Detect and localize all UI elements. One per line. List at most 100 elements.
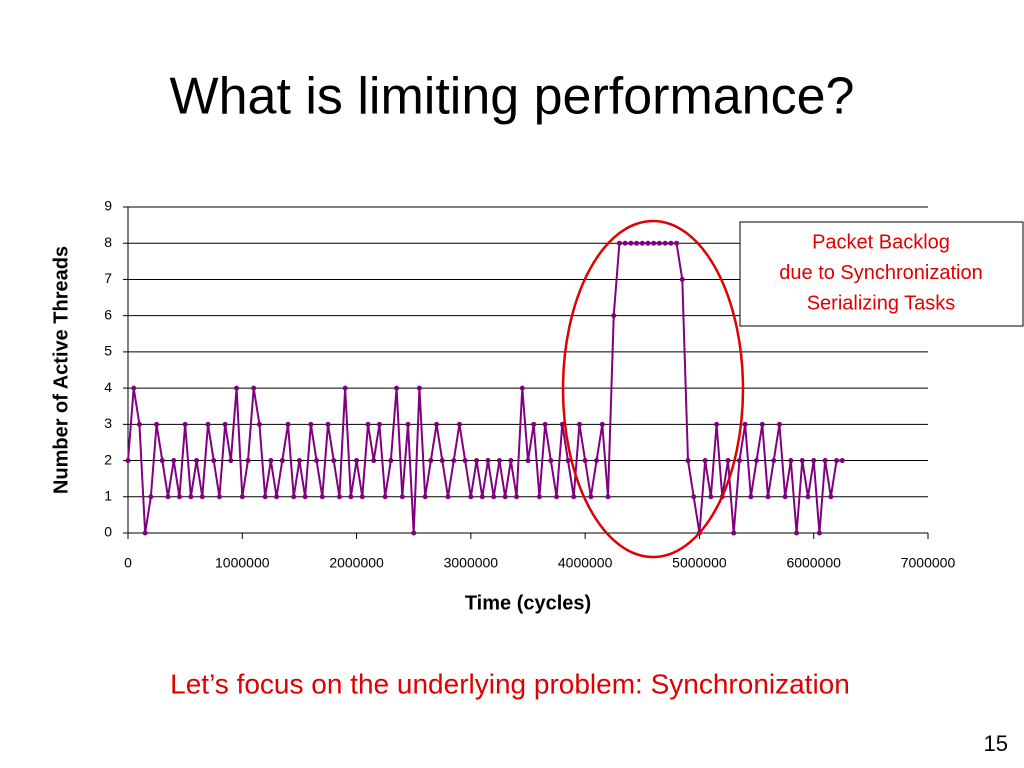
- data-point: [634, 240, 640, 246]
- data-point: [451, 458, 457, 464]
- data-point: [211, 458, 217, 464]
- data-point: [359, 494, 365, 500]
- data-point: [565, 458, 571, 464]
- data-point: [405, 421, 411, 427]
- data-point: [559, 421, 565, 427]
- data-point: [502, 494, 508, 500]
- highlight-ellipse: [561, 219, 745, 559]
- data-point: [828, 494, 834, 500]
- y-tick-label: 6: [104, 306, 112, 322]
- data-point: [714, 421, 720, 427]
- data-point: [399, 494, 405, 500]
- data-point: [691, 494, 697, 500]
- data-point: [388, 458, 394, 464]
- data-point: [582, 458, 588, 464]
- data-point: [685, 458, 691, 464]
- data-point: [411, 530, 417, 536]
- data-point: [834, 458, 840, 464]
- x-tick-label: 6000000: [786, 555, 841, 571]
- x-axis-label: Time (cycles): [465, 592, 591, 614]
- data-point: [182, 421, 188, 427]
- data-point: [742, 421, 748, 427]
- data-point: [622, 240, 628, 246]
- data-point: [611, 313, 617, 319]
- data-point: [725, 458, 731, 464]
- data-point: [496, 458, 502, 464]
- data-point: [371, 458, 377, 464]
- x-tick-label: 0: [124, 555, 132, 571]
- data-point: [799, 458, 805, 464]
- y-tick-label: 4: [104, 379, 112, 395]
- data-point: [456, 421, 462, 427]
- data-point: [302, 494, 308, 500]
- data-point: [136, 421, 142, 427]
- data-point: [748, 494, 754, 500]
- data-point: [439, 458, 445, 464]
- data-point: [285, 421, 291, 427]
- data-point: [245, 458, 251, 464]
- x-tick-label: 2000000: [329, 555, 384, 571]
- data-point: [531, 421, 537, 427]
- data-point: [125, 458, 131, 464]
- data-point: [154, 421, 160, 427]
- data-point: [159, 458, 165, 464]
- data-point: [188, 494, 194, 500]
- data-point: [308, 421, 314, 427]
- data-point: [394, 385, 400, 391]
- data-point: [605, 494, 611, 500]
- data-point: [376, 421, 382, 427]
- y-tick-label: 3: [104, 415, 112, 431]
- data-point: [679, 276, 685, 282]
- data-point: [702, 458, 708, 464]
- data-point: [262, 494, 268, 500]
- data-point: [325, 421, 331, 427]
- data-point: [708, 494, 714, 500]
- data-point: [674, 240, 680, 246]
- data-point: [354, 458, 360, 464]
- data-point: [588, 494, 594, 500]
- data-point: [216, 494, 222, 500]
- data-point: [474, 458, 480, 464]
- data-point: [422, 494, 428, 500]
- data-point: [342, 385, 348, 391]
- data-point: [514, 494, 520, 500]
- data-point: [348, 494, 354, 500]
- data-point: [256, 421, 262, 427]
- data-point: [176, 494, 182, 500]
- data-point: [736, 458, 742, 464]
- data-point: [599, 421, 605, 427]
- y-tick-label: 1: [104, 487, 112, 503]
- data-point: [268, 458, 274, 464]
- data-point: [788, 458, 794, 464]
- data-point: [491, 494, 497, 500]
- data-point: [508, 458, 514, 464]
- data-point: [274, 494, 280, 500]
- y-tick-label: 7: [104, 270, 112, 286]
- data-point: [811, 458, 817, 464]
- data-point: [291, 494, 297, 500]
- data-point: [171, 458, 177, 464]
- data-point: [319, 494, 325, 500]
- annotation-text: Serializing Tasks: [807, 292, 956, 314]
- data-point: [468, 494, 474, 500]
- data-point: [548, 458, 554, 464]
- data-point: [839, 458, 845, 464]
- data-point: [205, 421, 211, 427]
- data-point: [279, 458, 285, 464]
- data-point: [382, 494, 388, 500]
- x-tick-label: 7000000: [901, 555, 956, 571]
- x-tick-label: 3000000: [444, 555, 499, 571]
- y-tick-label: 8: [104, 234, 112, 250]
- data-point: [731, 530, 737, 536]
- data-point: [519, 385, 525, 391]
- data-point: [148, 494, 154, 500]
- annotation-text: due to Synchronization: [779, 262, 982, 284]
- annotation-text: Packet Backlog: [812, 231, 950, 253]
- data-point: [331, 458, 337, 464]
- data-point: [434, 421, 440, 427]
- data-point: [782, 494, 788, 500]
- data-point: [794, 530, 800, 536]
- data-point: [228, 458, 234, 464]
- data-point: [485, 458, 491, 464]
